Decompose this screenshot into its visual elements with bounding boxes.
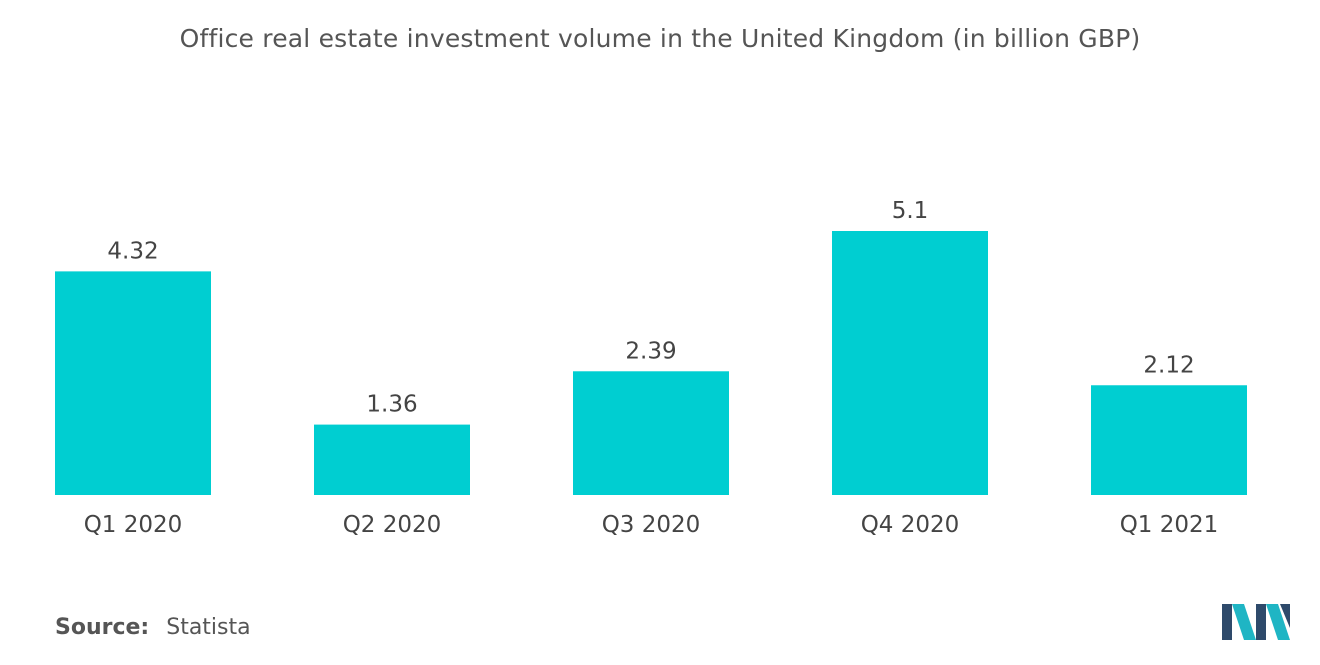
chart-title: Office real estate investment volume in … [179,24,1141,53]
logo-shape-3 [1256,604,1266,640]
x-tick-label: Q1 2020 [84,512,183,538]
x-tick-label: Q4 2020 [861,512,960,538]
value-label: 5.1 [892,198,929,224]
x-tick-label-group: Q1 2020 Q2 2020 Q3 2020 Q4 2020 Q1 2021 [84,512,1219,538]
bar-q3-2020 [573,371,729,495]
bar-q1-2021 [1091,385,1247,495]
bar-q4-2020 [832,231,988,495]
source-value: Statista [166,615,251,640]
logo-shape-5 [1280,604,1290,628]
logo-shape-4 [1266,604,1290,640]
bar-q2-2020 [314,424,470,495]
brand-logo-icon [1222,604,1290,640]
value-label-group: 4.32 1.36 2.39 5.1 2.12 [107,198,1194,418]
source-label: Source: [55,615,150,640]
logo-shape-1 [1222,604,1232,640]
value-label: 2.12 [1143,352,1194,378]
value-label: 4.32 [107,238,158,264]
x-tick-label: Q1 2021 [1120,512,1219,538]
x-tick-label: Q2 2020 [343,512,442,538]
bar-q1-2020 [55,271,211,495]
source-note: Source: Statista [55,615,251,640]
logo-shape-2 [1232,604,1256,640]
bar-group [55,231,1247,495]
value-label: 2.39 [625,338,676,364]
x-tick-label: Q3 2020 [602,512,701,538]
value-label: 1.36 [366,392,417,418]
bar-chart: 4.32 1.36 2.39 5.1 2.12 Q1 2020 Q2 2020 Q3 202… [55,198,1247,538]
